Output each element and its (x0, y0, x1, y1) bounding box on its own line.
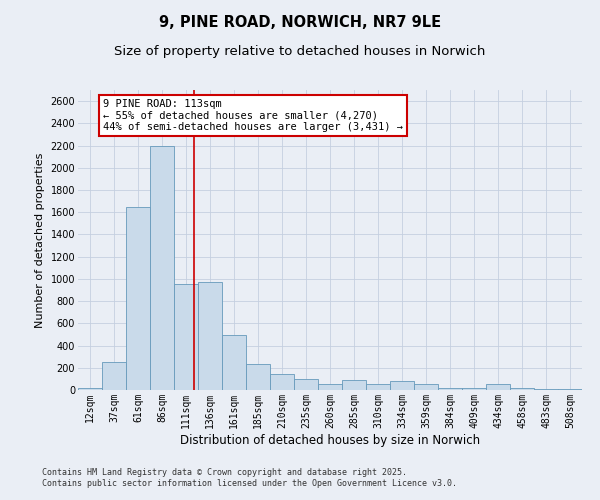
Bar (390, 380, 414, 390)
Bar (366, 384, 390, 390)
Bar (486, 384, 510, 390)
Bar (414, 384, 438, 390)
Bar (126, 206, 150, 390)
Text: Size of property relative to detached houses in Norwich: Size of property relative to detached ho… (115, 45, 485, 58)
Text: 9 PINE ROAD: 113sqm
← 55% of detached houses are smaller (4,270)
44% of semi-det: 9 PINE ROAD: 113sqm ← 55% of detached ho… (103, 99, 403, 132)
Bar (438, 388, 462, 390)
Bar (510, 388, 534, 390)
Bar (198, 282, 222, 390)
Bar (294, 380, 318, 390)
X-axis label: Distribution of detached houses by size in Norwich: Distribution of detached houses by size … (180, 434, 480, 446)
Bar (318, 384, 342, 390)
Text: Contains HM Land Registry data © Crown copyright and database right 2025.
Contai: Contains HM Land Registry data © Crown c… (42, 468, 457, 487)
Bar (222, 335, 246, 390)
Bar (174, 284, 198, 390)
Bar (78, 388, 102, 390)
Bar (558, 389, 582, 390)
Bar (462, 388, 486, 390)
Bar (246, 364, 270, 390)
Text: 9, PINE ROAD, NORWICH, NR7 9LE: 9, PINE ROAD, NORWICH, NR7 9LE (159, 15, 441, 30)
Bar (150, 146, 174, 390)
Bar (270, 374, 294, 390)
Bar (534, 389, 558, 390)
Y-axis label: Number of detached properties: Number of detached properties (35, 152, 45, 328)
Bar (102, 362, 126, 390)
Bar (342, 380, 366, 390)
